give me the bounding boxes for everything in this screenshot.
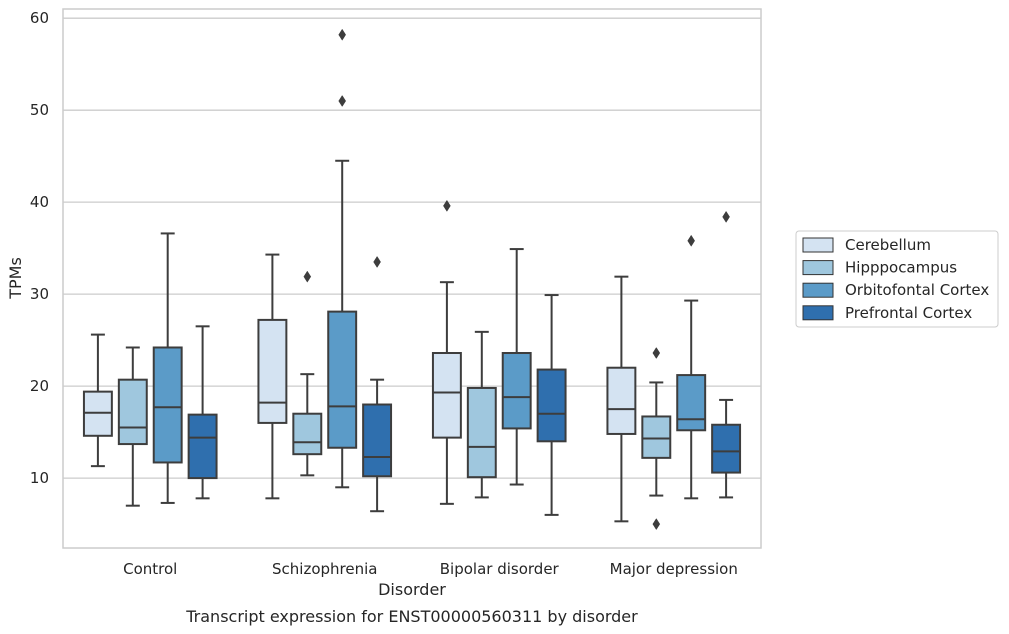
box-iqr bbox=[431, 352, 462, 439]
outlier-point bbox=[652, 518, 661, 531]
legend: Cerebellum Hipppocampus Orbitofontal Corte… bbox=[795, 230, 999, 328]
x-tick-label: Control bbox=[123, 560, 177, 578]
outlier-point bbox=[652, 347, 661, 359]
box-group bbox=[327, 28, 358, 489]
box-iqr bbox=[641, 415, 672, 459]
box-iqr bbox=[362, 403, 393, 478]
chart-caption: Transcript expression for ENST0000056031… bbox=[185, 607, 638, 626]
legend-frame bbox=[795, 230, 999, 328]
outlier-point bbox=[687, 234, 695, 247]
outlier-point bbox=[303, 270, 312, 283]
box-group bbox=[257, 253, 288, 500]
box-group bbox=[117, 346, 148, 507]
box-group bbox=[466, 330, 497, 499]
box-iqr bbox=[676, 374, 707, 432]
box-group bbox=[676, 234, 707, 500]
outlier-point bbox=[338, 28, 346, 41]
box-iqr bbox=[536, 368, 567, 443]
boxes bbox=[82, 28, 742, 531]
legend-label: Cerebellum bbox=[845, 236, 931, 254]
box-group bbox=[431, 199, 462, 505]
plot-area-frame bbox=[62, 8, 762, 549]
box-iqr bbox=[152, 346, 183, 464]
box-group bbox=[82, 333, 113, 468]
y-tick-label: 60 bbox=[30, 9, 49, 27]
y-tick-label: 50 bbox=[30, 101, 49, 119]
box-iqr bbox=[257, 318, 288, 424]
legend-label: Orbitofontal Cortex bbox=[845, 281, 989, 299]
y-tick-label: 20 bbox=[30, 377, 49, 395]
x-tick-label: Schizophrenia bbox=[272, 560, 377, 578]
outlier-point bbox=[338, 95, 346, 107]
box-group bbox=[501, 248, 532, 486]
box-group bbox=[292, 270, 323, 477]
box-iqr bbox=[117, 378, 148, 446]
x-tick-labels: Control Schizophrenia Bipolar disorder Majo… bbox=[123, 560, 738, 578]
legend-swatch bbox=[802, 305, 834, 321]
box-iqr bbox=[327, 310, 358, 449]
box-iqr bbox=[606, 366, 637, 435]
box-group bbox=[152, 232, 183, 504]
outlier-point bbox=[373, 255, 381, 268]
y-axis-label: TPMs bbox=[6, 257, 25, 300]
legend-label: Hipppocampus bbox=[845, 259, 957, 277]
box-group bbox=[641, 347, 672, 531]
box-iqr bbox=[466, 386, 497, 479]
box-group bbox=[362, 255, 393, 513]
outlier-point bbox=[443, 199, 451, 212]
box-group bbox=[536, 294, 567, 516]
legend-label: Prefrontal Cortex bbox=[845, 304, 972, 322]
y-tick-label: 40 bbox=[30, 193, 49, 211]
y-tick-label: 10 bbox=[30, 469, 49, 487]
box-group bbox=[711, 210, 742, 499]
legend-swatch bbox=[802, 237, 834, 253]
x-tick-label: Bipolar disorder bbox=[440, 560, 560, 578]
legend-swatch bbox=[802, 260, 834, 276]
outlier-point bbox=[722, 210, 730, 223]
y-tick-labels: 10 20 30 40 50 60 bbox=[30, 9, 49, 487]
y-tick-label: 30 bbox=[30, 285, 49, 303]
box-iqr bbox=[187, 413, 218, 480]
box-iqr bbox=[501, 352, 532, 430]
box-iqr bbox=[711, 423, 742, 474]
box-group bbox=[606, 275, 637, 523]
x-tick-label: Major depression bbox=[610, 560, 738, 578]
box-iqr bbox=[292, 412, 323, 456]
x-axis-label: Disorder bbox=[378, 580, 446, 599]
legend-swatch bbox=[802, 282, 834, 298]
box-group bbox=[187, 325, 218, 500]
